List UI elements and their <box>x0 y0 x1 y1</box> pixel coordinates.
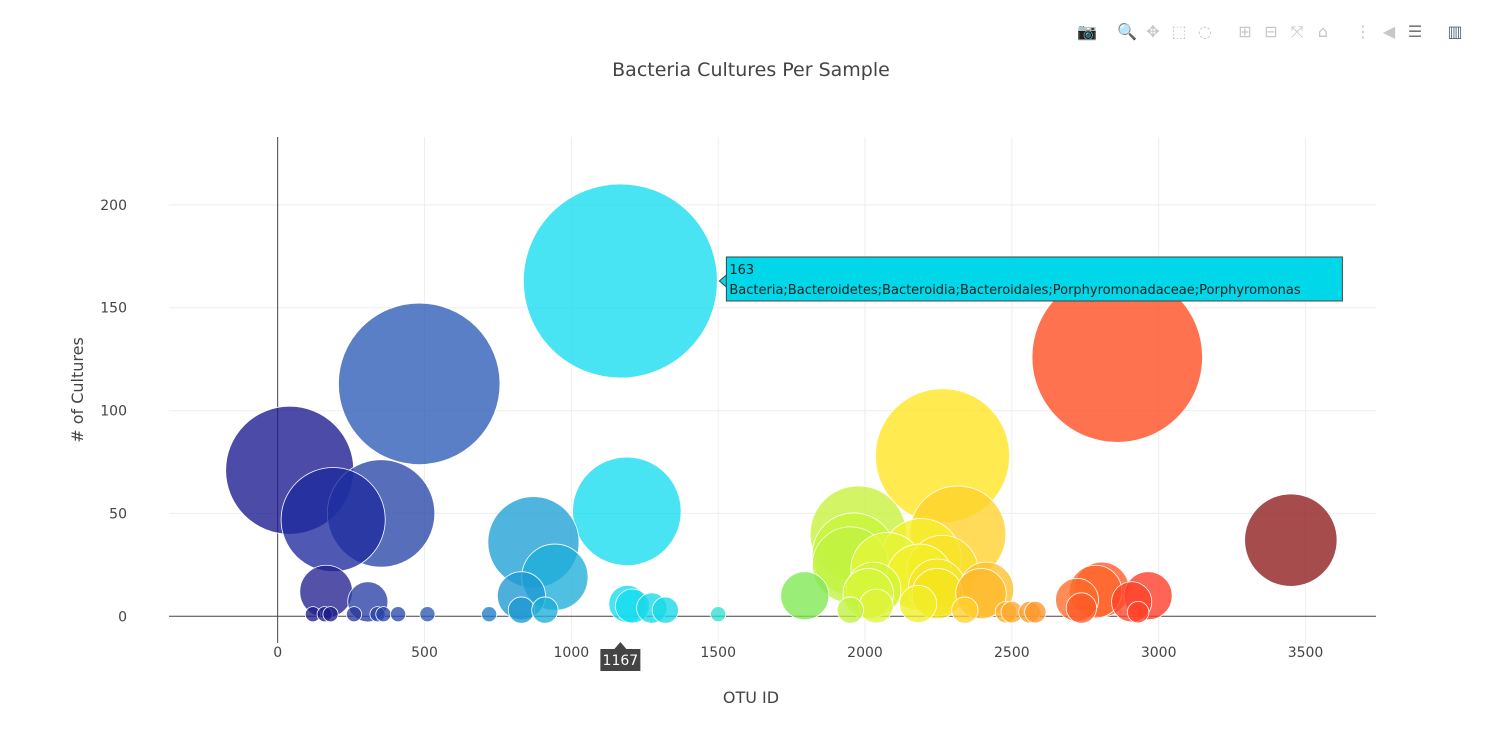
camera-icon[interactable]: 📷 <box>1077 22 1097 41</box>
tooltip-pointer <box>718 273 727 289</box>
x-tick-label: 1000 <box>554 645 590 661</box>
y-tick-label: 100 <box>100 404 127 420</box>
hover-compare-icon[interactable]: ☰ <box>1407 22 1423 41</box>
tooltip-box <box>725 256 1343 302</box>
x-tick-label: 0 <box>273 645 282 661</box>
bubble-point[interactable] <box>572 456 682 567</box>
bubble-point[interactable] <box>836 596 864 624</box>
bubble-point[interactable] <box>481 606 498 623</box>
modebar-group: ⊞ ⊟ ⤧ ⌂ <box>1234 21 1334 43</box>
bubble-point[interactable] <box>346 606 363 623</box>
modebar-toolbar: 📷 🔍 ✥ ⬚ ◌ ⊞ ⊟ ⤧ ⌂ ⋮ ◀ ☰ ▥ <box>1062 20 1466 44</box>
x-axis-title: OTU ID <box>723 688 779 707</box>
hover-closest-icon[interactable]: ◀ <box>1382 22 1396 41</box>
bubble-point[interactable] <box>951 596 979 624</box>
x-hover-label: 1167 <box>603 653 639 669</box>
bubble-series[interactable] <box>225 183 1338 624</box>
x-hover-pointer <box>614 642 627 649</box>
modebar-group: 📷 <box>1076 21 1098 43</box>
tooltip-label: Bacteria;Bacteroidetes;Bacteroidia;Bacte… <box>729 283 1300 298</box>
plotly-logo-icon[interactable]: ▥ <box>1447 22 1463 41</box>
x-tick-label: 2500 <box>994 645 1030 661</box>
bubble-point[interactable] <box>1126 601 1150 624</box>
x-tick-label: 500 <box>411 645 438 661</box>
zoom-out-icon[interactable]: ⊟ <box>1264 22 1278 41</box>
x-tick-label: 3500 <box>1288 645 1324 661</box>
bubble-point[interactable] <box>322 606 339 623</box>
bubble-point[interactable] <box>390 606 407 623</box>
bubble-point[interactable] <box>507 596 535 624</box>
bubble-point[interactable] <box>651 596 679 624</box>
x-tick-label: 2000 <box>847 645 883 661</box>
bubble-point[interactable] <box>1244 493 1338 587</box>
y-axis-title: # of Cultures <box>68 337 87 443</box>
bubble-point[interactable] <box>1024 601 1047 624</box>
bubble-point[interactable] <box>522 183 718 379</box>
modebar-group: 🔍 ✥ ⬚ ◌ <box>1116 21 1216 43</box>
bubble-point[interactable] <box>419 606 436 623</box>
bubble-point[interactable] <box>858 588 894 624</box>
y-tick-label: 0 <box>118 609 127 625</box>
tooltip-value: 163 <box>729 263 754 278</box>
bubble-point[interactable] <box>1065 592 1098 624</box>
bubble-point[interactable] <box>899 584 938 623</box>
box-select-icon[interactable]: ⬚ <box>1171 22 1187 41</box>
bubble-point[interactable] <box>531 596 559 624</box>
y-tick-label: 150 <box>100 301 127 317</box>
reset-axes-icon[interactable]: ⌂ <box>1317 22 1329 41</box>
spike-lines-icon[interactable]: ⋮ <box>1355 22 1371 41</box>
bubble-point[interactable] <box>780 571 830 621</box>
chart-title: Bacteria Cultures Per Sample <box>612 59 890 81</box>
x-hover-box <box>600 649 641 671</box>
lasso-select-icon[interactable]: ◌ <box>1198 22 1212 41</box>
modebar-group: ⋮ ◀ ☰ <box>1352 21 1426 43</box>
y-tick-label: 50 <box>109 506 127 522</box>
bubble-point[interactable] <box>280 467 386 573</box>
x-tick-label: 1500 <box>700 645 736 661</box>
autoscale-icon[interactable]: ⤧ <box>1290 22 1304 41</box>
hover-tooltip: 163 Bacteria;Bacteroidetes;Bacteroidia;Ba… <box>600 256 1343 671</box>
y-tick-label: 200 <box>100 198 127 214</box>
axis-ticks: 0 500 1000 1500 2000 2500 3000 3500 0 50 100 150 200 <box>100 198 1323 661</box>
x-tick-label: 3000 <box>1141 645 1177 661</box>
bubble-point[interactable] <box>338 302 501 465</box>
zoom-icon[interactable]: 🔍 <box>1117 22 1137 41</box>
pan-icon[interactable]: ✥ <box>1146 22 1160 41</box>
bubble-point[interactable] <box>710 606 727 623</box>
bubble-point[interactable] <box>375 606 392 623</box>
modebar-group: ▥ <box>1444 21 1466 43</box>
zoom-in-icon[interactable]: ⊞ <box>1238 22 1252 41</box>
